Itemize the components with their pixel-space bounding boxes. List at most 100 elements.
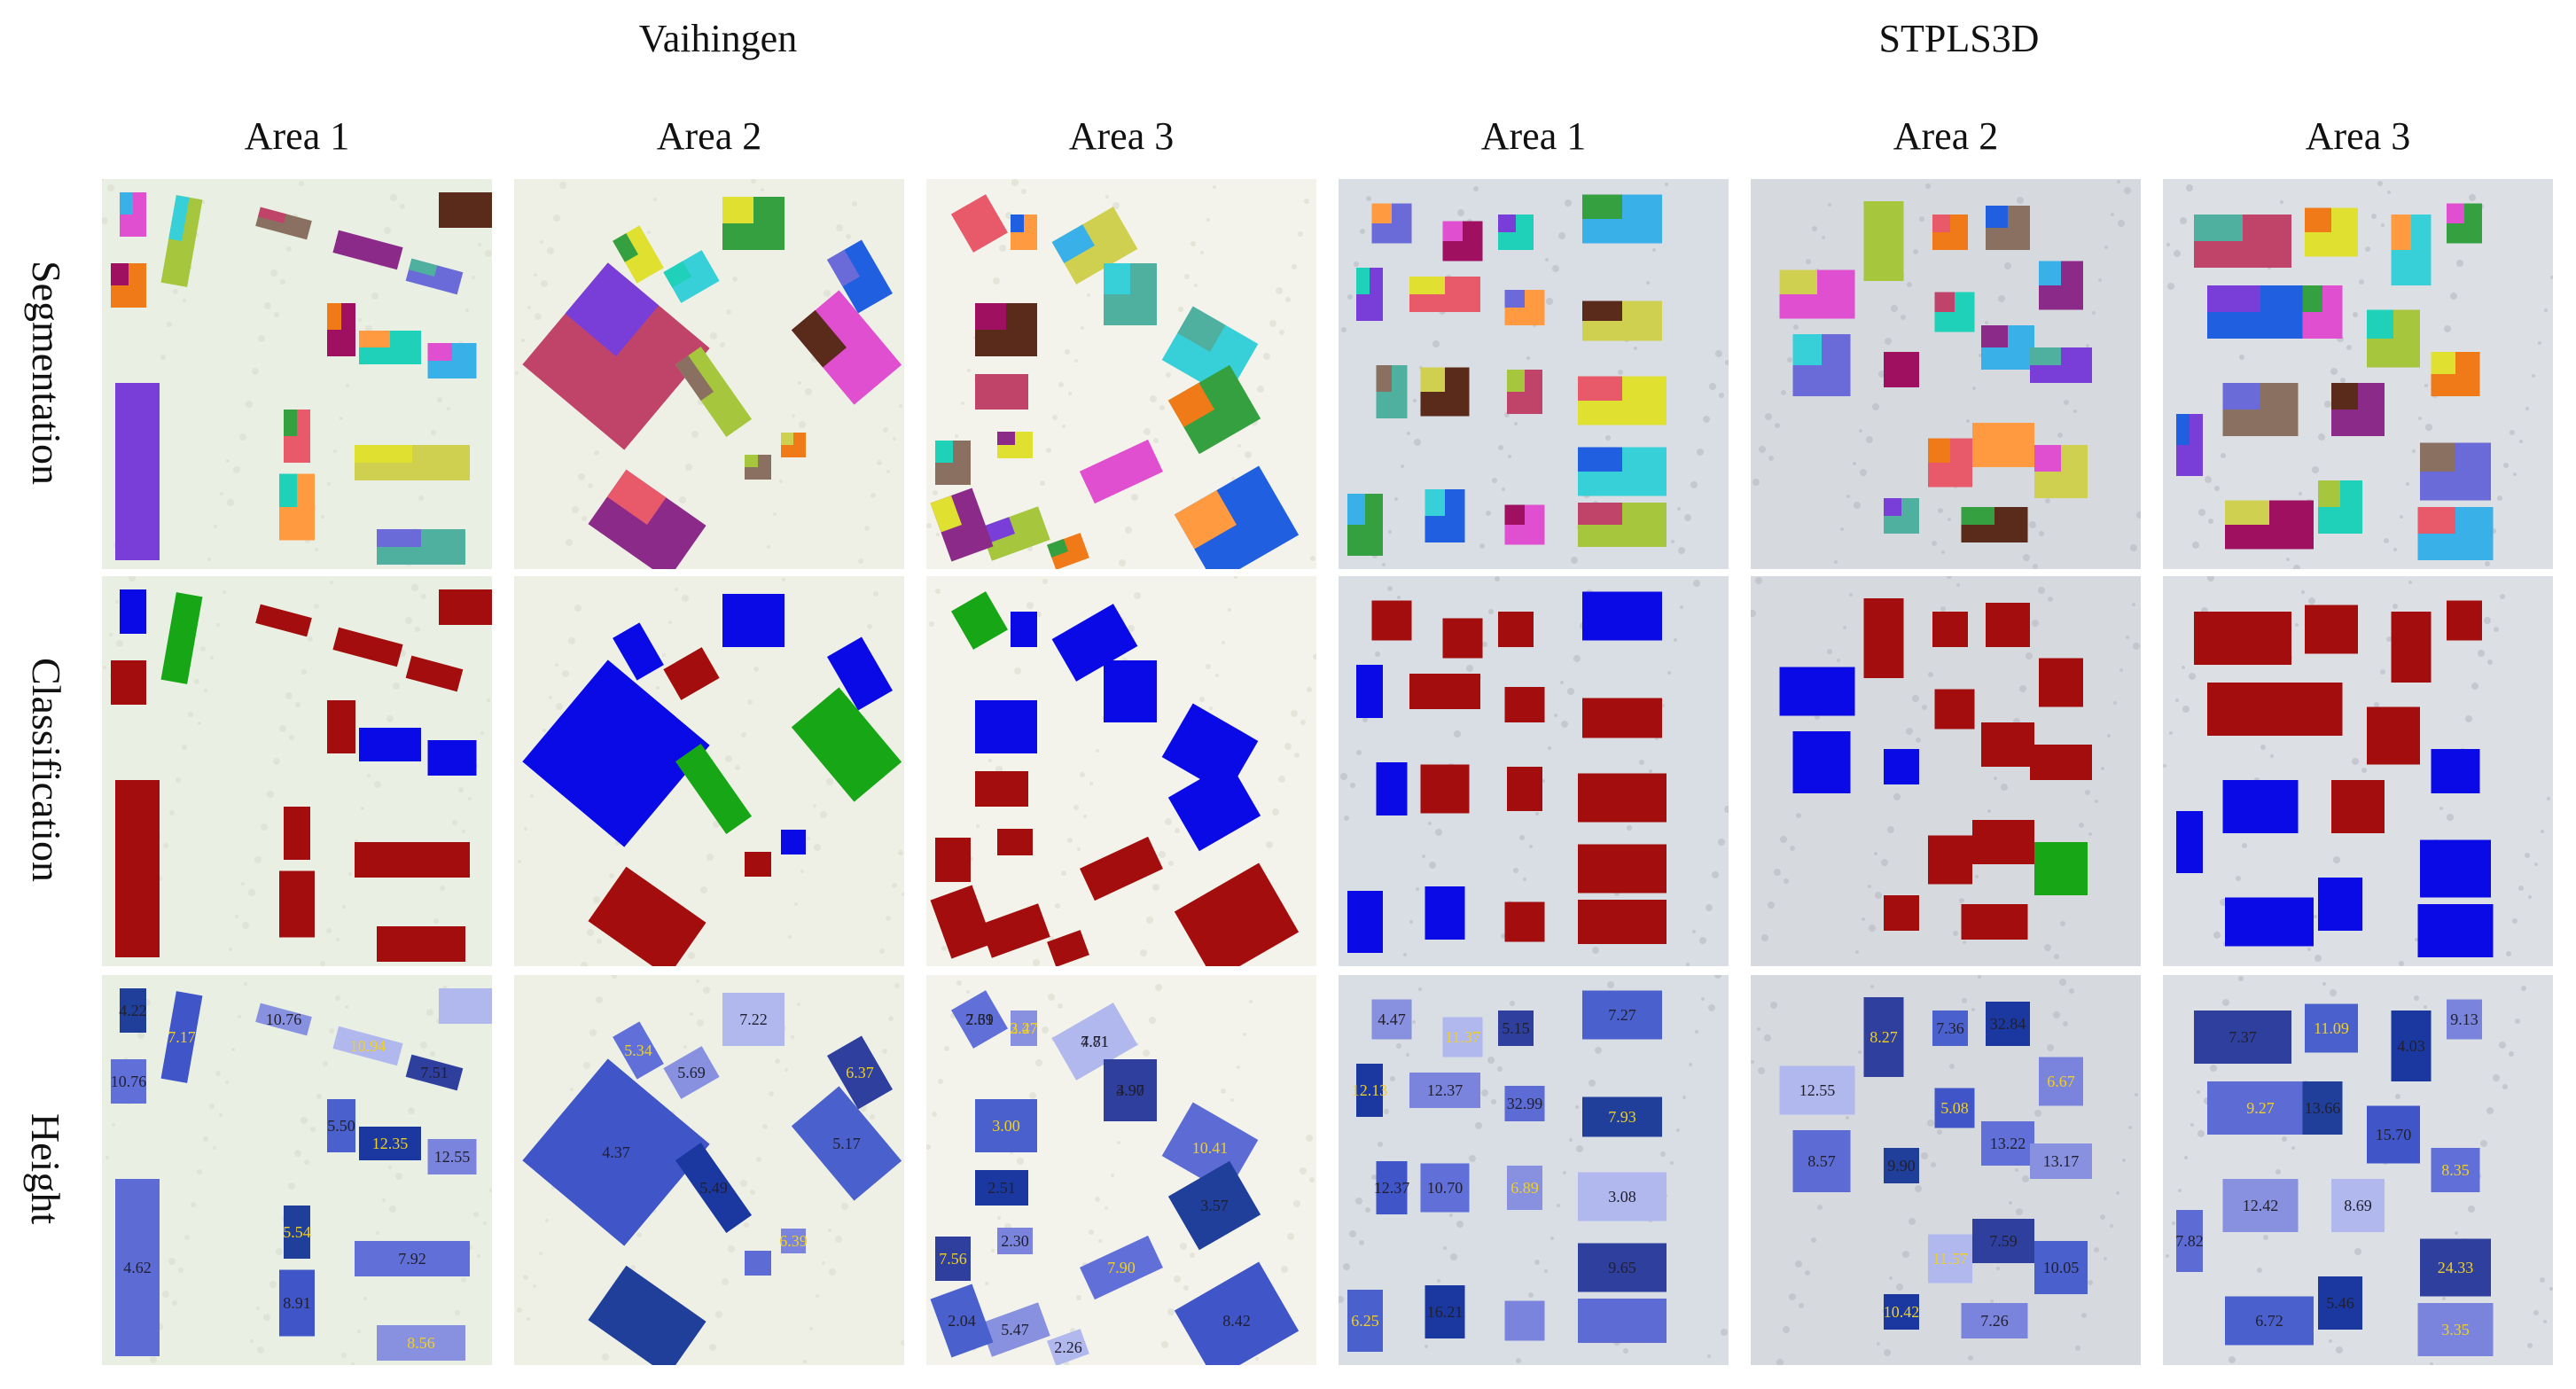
building-roof: [1863, 598, 1904, 678]
ground-speckle: [1885, 338, 1892, 345]
building-footprint: [997, 829, 1033, 855]
building-roof: [2331, 780, 2385, 833]
building-roof: [2302, 1081, 2343, 1135]
ground-speckle: [1953, 931, 1958, 936]
ground-speckle: [1473, 186, 1479, 191]
panel-canvas: [102, 576, 492, 966]
ground-speckle: [1036, 612, 1042, 617]
group-title-stpls3d: STPLS3D: [1878, 17, 2040, 60]
building-footprint: [2207, 683, 2314, 736]
ground-speckle: [1906, 728, 1913, 735]
ground-speckle: [1765, 413, 1772, 420]
ground-speckle: [2178, 1189, 2182, 1192]
ground-speckle: [1128, 625, 1135, 632]
ground-speckle: [1294, 753, 1300, 758]
ground-speckle: [1243, 1033, 1246, 1036]
ground-speckle: [341, 1353, 347, 1358]
height-label: 12.55: [1799, 1081, 1836, 1099]
building-footprint: [722, 594, 785, 647]
building-roof: [791, 687, 902, 802]
ground-speckle: [1703, 416, 1710, 423]
ground-speckle: [1083, 815, 1087, 818]
roof-segment: [2447, 203, 2464, 223]
ground-speckle: [706, 854, 714, 861]
building-roof: [1578, 773, 1667, 823]
ground-speckle: [269, 1281, 277, 1288]
ground-speckle: [294, 1150, 301, 1157]
ground-speckle: [390, 194, 397, 201]
building-footprint: [160, 991, 203, 1083]
ground-speckle: [2015, 1168, 2018, 1172]
area-title-v3: Area 3: [1068, 114, 1175, 158]
building-footprint: [1347, 1290, 1383, 1352]
ground-speckle: [320, 961, 325, 966]
ground-speckle: [2465, 715, 2472, 722]
height-label: 24.33: [2438, 1259, 2474, 1276]
roof-segment: [2391, 215, 2411, 250]
roof-segment: [2305, 207, 2331, 232]
height-label: 12.35: [372, 1135, 409, 1152]
building-roof: [405, 655, 464, 692]
ground-speckle: [732, 277, 738, 282]
ground-speckle: [327, 482, 331, 486]
ground-speckle: [722, 1278, 729, 1285]
ground-speckle: [2221, 453, 2226, 458]
ground-speckle: [1042, 1026, 1049, 1034]
building-footprint: [935, 1237, 971, 1281]
ground-speckle: [194, 679, 199, 684]
building-footprint: [1504, 1086, 1545, 1121]
building-roof: [1080, 836, 1163, 901]
ground-speckle: [2075, 1346, 2080, 1351]
building-roof: [1371, 600, 1412, 641]
panel-classification-area-6: [2163, 576, 2553, 966]
height-label: 10.42: [1884, 1303, 1920, 1321]
building-footprint: [2222, 383, 2299, 436]
ground-speckle: [2308, 597, 2315, 605]
ground-speckle: [858, 558, 863, 564]
building-footprint: [279, 473, 315, 541]
panel-canvas: [1751, 576, 2141, 966]
roof-segment: [1884, 498, 1901, 516]
building-footprint: [1582, 698, 1662, 738]
building-roof: [745, 852, 771, 877]
building-footprint: [745, 852, 771, 877]
ground-speckle: [1416, 887, 1419, 891]
building-roof: [1504, 901, 1545, 942]
ground-speckle: [1029, 1092, 1036, 1099]
ground-speckle: [1915, 1185, 1922, 1192]
ground-speckle: [1869, 925, 1876, 932]
height-label: 10.70: [1427, 1179, 1464, 1197]
ground-speckle: [2424, 1005, 2427, 1009]
ground-speckle: [2001, 784, 2008, 791]
building-footprint: [2318, 480, 2362, 534]
building-roof: [1011, 1011, 1037, 1046]
height-label: 7.26: [1980, 1312, 2009, 1330]
building-footprint: [1356, 1064, 1383, 1117]
ground-speckle: [798, 381, 801, 385]
ground-speckle: [1293, 1200, 1300, 1207]
ground-speckle: [535, 313, 542, 320]
ground-speckle: [568, 637, 575, 644]
building-roof: [1792, 1130, 1851, 1192]
ground-speckle: [342, 905, 346, 909]
ground-speckle: [2506, 951, 2511, 956]
ground-speckle: [1287, 1233, 1294, 1240]
building-footprint: [2039, 658, 2083, 707]
building-footprint: [980, 1302, 1050, 1357]
height-label: 8.57: [1807, 1152, 1836, 1170]
roof-segment: [2318, 480, 2340, 507]
ground-speckle: [2543, 1320, 2547, 1323]
ground-speckle: [1378, 1142, 1383, 1147]
ground-speckle: [1768, 901, 1775, 909]
ground-speckle: [1855, 950, 1859, 954]
roof-segment: [2207, 285, 2260, 312]
ground-speckle: [1692, 930, 1696, 933]
building-roof: [120, 988, 146, 1033]
height-label: 4.37: [602, 1143, 630, 1161]
building-footprint: [1863, 598, 1904, 678]
ground-speckle: [668, 620, 672, 624]
ground-speckle: [1292, 264, 1297, 269]
building-footprint: [975, 1170, 1028, 1206]
ground-speckle: [864, 526, 870, 531]
ground-speckle: [1432, 340, 1440, 347]
